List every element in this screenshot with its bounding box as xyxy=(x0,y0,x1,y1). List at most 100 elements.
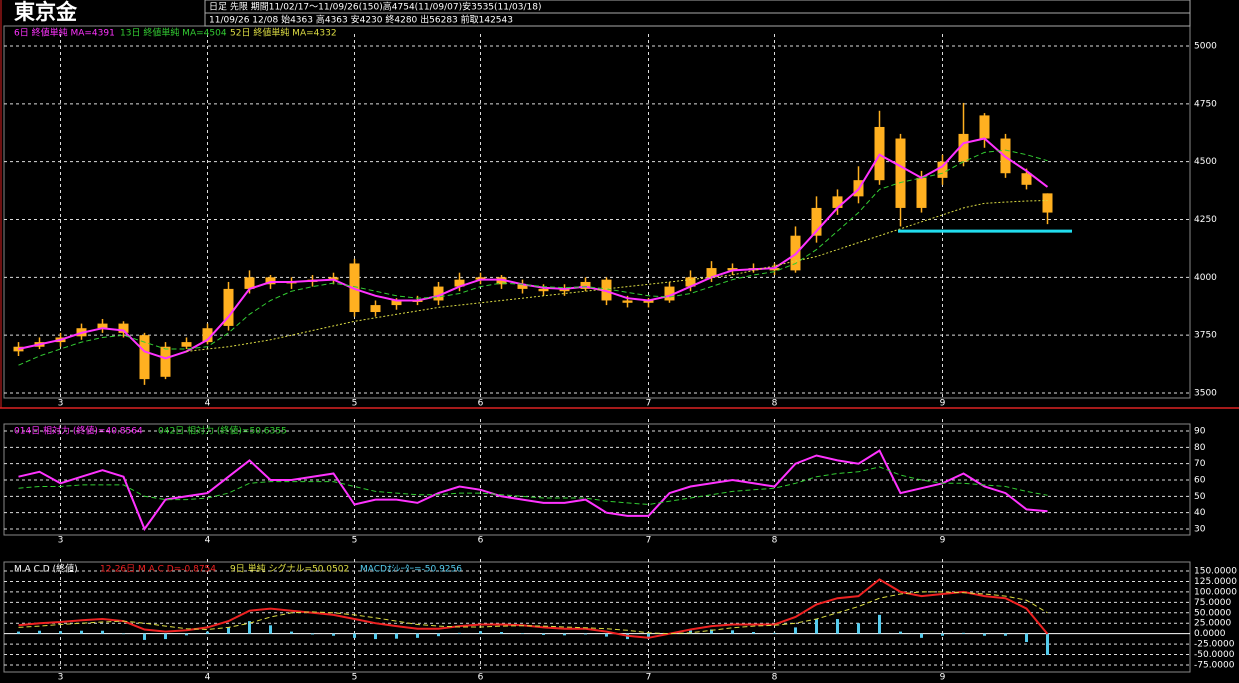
candle-body xyxy=(181,342,192,347)
candle-body xyxy=(916,177,927,208)
oscillator-bar xyxy=(17,631,20,634)
oscillator-bar xyxy=(731,630,734,634)
candle-body xyxy=(496,277,507,285)
oscillator-bar xyxy=(185,633,188,636)
y-tick-label: 70 xyxy=(1194,459,1206,469)
series-line xyxy=(18,137,1049,360)
y-tick-label: 4750 xyxy=(1194,99,1217,109)
candle-body xyxy=(391,300,402,306)
oscillator-bar xyxy=(584,633,587,635)
oscillator-bar xyxy=(500,631,503,634)
oscillator-bar xyxy=(1025,633,1028,643)
x-tick-label: 5 xyxy=(352,536,358,546)
x-tick-label: 5 xyxy=(352,399,358,409)
candle-body xyxy=(622,300,633,303)
y-tick-label: 3500 xyxy=(1194,389,1217,399)
candle-body xyxy=(769,268,780,271)
candle-body xyxy=(454,279,465,287)
candle-body xyxy=(349,263,360,313)
y-tick-label: 0.0000 xyxy=(1194,629,1226,639)
y-tick-label: -50.0000 xyxy=(1194,650,1235,660)
x-tick-label: 3 xyxy=(58,536,64,546)
oscillator-bar xyxy=(143,633,146,640)
header-line: 11/09/26 12/08 始4363 高4363 安4230 終4280 出… xyxy=(209,14,513,26)
macd-panel-frame xyxy=(3,561,1191,673)
x-tick-label: 7 xyxy=(646,536,652,546)
oscillator-bar xyxy=(248,621,251,634)
legend-entry: 9日 単純 シグナル=50.0502 xyxy=(230,563,349,575)
oscillator-bar xyxy=(794,627,797,634)
candle-body xyxy=(664,286,675,301)
x-tick-label: 5 xyxy=(352,673,358,683)
candle-body xyxy=(643,300,654,303)
panel-title: M A C D (終値) xyxy=(14,563,78,575)
legend-entry: 13日 終値単純 MA=4504 xyxy=(120,27,227,39)
oscillator-bar xyxy=(563,633,566,636)
x-tick-label: 6 xyxy=(478,399,484,409)
y-tick-label: 50 xyxy=(1194,492,1206,502)
y-tick-label: 25.0000 xyxy=(1194,619,1231,629)
candle-body xyxy=(559,288,570,292)
x-tick-label: 8 xyxy=(772,673,778,683)
series-line xyxy=(18,466,1048,506)
legend-entry: 014日 相対力 (終値)=40.8564 xyxy=(14,425,143,437)
legend-entry: 12-26日 M A C D=-0.8754 xyxy=(100,564,216,575)
candle-body xyxy=(223,288,234,326)
oscillator-bar xyxy=(605,633,608,637)
candle-body xyxy=(139,335,150,380)
y-tick-label: 30 xyxy=(1194,525,1206,535)
candle-body xyxy=(832,196,843,208)
oscillator-bar xyxy=(542,633,545,635)
x-tick-label: 7 xyxy=(646,673,652,683)
x-tick-label: 8 xyxy=(772,536,778,546)
series-line xyxy=(18,591,1048,635)
y-tick-label: 125.0000 xyxy=(1194,577,1237,587)
legend-entry: 52日 終値単純 MA=4332 xyxy=(230,27,337,39)
candle-body xyxy=(328,277,339,280)
oscillator-bar xyxy=(836,619,839,634)
x-tick-label: 3 xyxy=(58,399,64,409)
series-line xyxy=(18,149,1048,366)
oscillator-bar xyxy=(269,625,272,634)
x-tick-label: 6 xyxy=(478,673,484,683)
candle-body xyxy=(97,323,108,329)
oscillator-bar xyxy=(80,630,83,634)
oscillator-bar xyxy=(164,633,167,640)
oscillator-bar xyxy=(227,627,230,634)
x-tick-label: 9 xyxy=(940,536,946,546)
oscillator-bar xyxy=(521,633,524,634)
candle-body xyxy=(160,346,171,377)
y-tick-label: 90 xyxy=(1194,427,1206,437)
x-tick-label: 4 xyxy=(205,399,211,409)
x-tick-label: 8 xyxy=(772,399,778,409)
x-tick-label: 4 xyxy=(205,536,211,546)
x-tick-label: 7 xyxy=(646,399,652,409)
oscillator-bar xyxy=(878,614,881,634)
candle-body xyxy=(517,284,528,289)
candle-body xyxy=(727,268,738,271)
candle-body xyxy=(265,277,276,285)
y-tick-label: 3750 xyxy=(1194,331,1217,341)
oscillator-bar xyxy=(437,633,440,637)
y-tick-label: 80 xyxy=(1194,443,1206,453)
oscillator-bar xyxy=(311,633,314,635)
oscillator-bar xyxy=(710,629,713,634)
series-line xyxy=(18,578,1049,639)
oscillator-bar xyxy=(899,631,902,634)
oscillator-bar xyxy=(290,631,293,634)
instrument-title: 東京金 xyxy=(14,0,78,24)
y-tick-label: 75.0000 xyxy=(1194,598,1231,608)
candle-body xyxy=(895,138,906,208)
candle-body xyxy=(1021,173,1032,185)
y-tick-label: 60 xyxy=(1194,476,1206,486)
oscillator-bar xyxy=(353,633,356,638)
oscillator-bar xyxy=(332,633,335,636)
series-line xyxy=(18,449,1048,532)
x-tick-label: 9 xyxy=(940,399,946,409)
oscillator-bar xyxy=(773,632,776,634)
oscillator-bar xyxy=(689,630,692,634)
y-tick-label: 40 xyxy=(1194,508,1206,518)
legend-entry: 6日 終値単純 MA=4391 xyxy=(14,27,115,39)
oscillator-bar xyxy=(857,623,860,634)
